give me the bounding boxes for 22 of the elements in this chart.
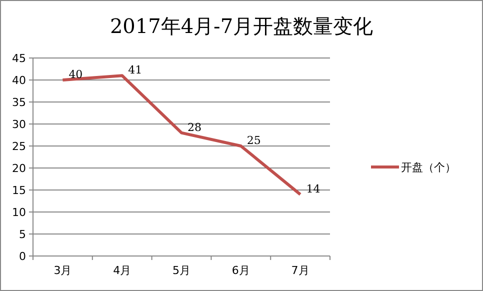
x-tick-label: 5月 <box>172 264 190 277</box>
x-tick-label: 6月 <box>232 264 250 277</box>
data-label: 28 <box>188 120 202 134</box>
data-label: 25 <box>246 134 261 147</box>
y-tick-label: 5 <box>19 228 26 241</box>
y-tick-label: 45 <box>12 52 26 65</box>
data-label: 40 <box>68 68 83 81</box>
y-tick-label: 0 <box>19 250 26 263</box>
y-tick-label: 35 <box>12 96 26 109</box>
data-label: 14 <box>306 182 320 196</box>
legend-label: 开盘（个） <box>401 161 456 174</box>
x-tick-label: 3月 <box>54 264 72 277</box>
x-tick-label: 7月 <box>291 264 310 277</box>
y-tick-label: 20 <box>12 162 26 175</box>
x-tick-label: 4月 <box>113 264 132 277</box>
y-tick-label: 25 <box>12 140 26 153</box>
y-tick-label: 15 <box>12 184 26 197</box>
y-tick-label: 10 <box>12 206 26 219</box>
y-tick-label: 30 <box>12 118 26 131</box>
data-label: 41 <box>128 64 142 77</box>
chart-title: 2017年4月-7月开盘数量变化 <box>110 14 374 38</box>
y-tick-label: 40 <box>12 74 26 87</box>
